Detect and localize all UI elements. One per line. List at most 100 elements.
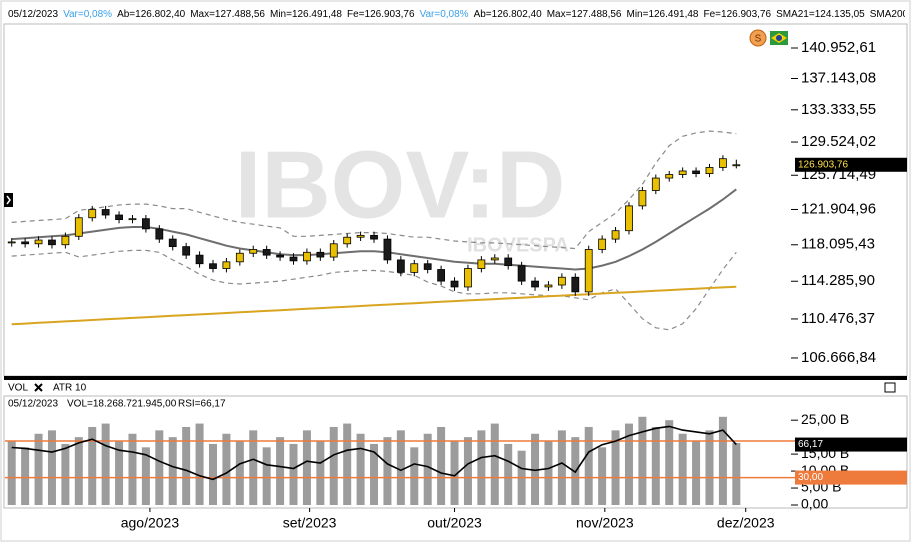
- candle-body: [128, 218, 137, 221]
- y-tick-label: 0,00: [801, 496, 828, 512]
- candle-body: [249, 249, 258, 254]
- candle-body: [544, 284, 553, 288]
- candle-body: [7, 241, 16, 244]
- volume-bar: [544, 440, 553, 505]
- volume-bar: [705, 430, 714, 505]
- candle-body: [719, 158, 727, 168]
- volume-bar: [88, 426, 97, 505]
- volume-bar: [289, 443, 298, 505]
- volume-bar: [692, 440, 701, 505]
- volume-bar: [168, 437, 177, 505]
- header: 05/12/2023 Var=0,08% Ab=126.802,40 Max=127.…: [8, 9, 905, 20]
- candle-body: [705, 167, 714, 175]
- candle-body: [48, 239, 56, 246]
- volume-bar: [21, 447, 30, 505]
- header-item: Min=126.491,48: [269, 9, 342, 20]
- tab[interactable]: ATR 10: [53, 383, 87, 394]
- volume-bar: [47, 430, 56, 505]
- last-price-box: [795, 157, 907, 172]
- candle-body: [182, 246, 191, 256]
- header-item: Var=0,08%: [419, 9, 469, 20]
- header-item: Ab=126.802,40: [117, 9, 186, 20]
- candle-body: [356, 234, 365, 238]
- candle-body: [262, 249, 271, 256]
- flag-circle: [776, 35, 782, 41]
- candle-body: [598, 238, 607, 250]
- volume-bar: [343, 423, 352, 505]
- level-label: 30,00: [798, 472, 823, 483]
- volume-bar: [195, 423, 204, 505]
- header-item: Max=127.488,56: [190, 9, 265, 20]
- candle-body: [611, 230, 620, 240]
- candle-body: [396, 259, 405, 273]
- y-tick-label: 137.143,08: [801, 69, 876, 86]
- volume-bar: [316, 440, 325, 505]
- volume-bar: [490, 423, 499, 505]
- x-tick-label: out/2023: [427, 515, 482, 531]
- volume-bar: [61, 443, 70, 505]
- rsi-last-box: [795, 437, 907, 452]
- volume-info: VOL=18.268.721.945,00: [67, 399, 177, 410]
- candle-body: [115, 214, 123, 220]
- volume-bar: [302, 430, 311, 505]
- y-tick-label: 114.285,90: [801, 272, 875, 289]
- volume-bar: [651, 426, 660, 505]
- header-item: SMA21=124.135,05: [776, 9, 865, 20]
- x-tick-label: dez/2023: [717, 515, 775, 531]
- last-price-label: 126.903,76: [798, 159, 848, 170]
- volume-bar: [141, 447, 150, 505]
- volume-date: 05/12/2023: [8, 399, 58, 410]
- volume-bar: [584, 426, 593, 505]
- y-tick-label: 25,00 B: [801, 411, 849, 427]
- volume-bar: [276, 437, 285, 505]
- volume-bar: [356, 433, 365, 505]
- candle-body: [410, 263, 419, 273]
- candle-body: [477, 259, 486, 269]
- y-tick-label: 129.524,02: [801, 133, 876, 150]
- tab[interactable]: VOL: [8, 383, 28, 394]
- close-tab-icon[interactable]: [34, 383, 43, 392]
- rsi-last-label: 66,17: [798, 439, 823, 450]
- candle-body: [141, 218, 150, 230]
- side-tab[interactable]: [4, 193, 13, 207]
- maximize-icon[interactable]: [884, 382, 896, 393]
- volume-bar: [249, 430, 258, 505]
- volume-bar: [665, 420, 674, 505]
- volume-bar: [718, 416, 727, 505]
- volume-bar: [7, 440, 16, 505]
- volume-bar: [370, 443, 379, 505]
- volume-bar: [235, 440, 244, 505]
- candle-body: [209, 263, 217, 269]
- candle-body: [21, 241, 30, 245]
- candle-body: [101, 209, 110, 216]
- volume-bar: [410, 447, 419, 505]
- x-tick-label: ago/2023: [121, 515, 180, 531]
- volume-bar: [598, 447, 607, 505]
- candle-body: [692, 170, 700, 175]
- header-item: 05/12/2023: [8, 9, 59, 20]
- currency-icon-text: S: [755, 34, 762, 45]
- x-tick-label: set/2023: [283, 515, 337, 531]
- candle-body: [289, 256, 298, 262]
- volume-bar: [34, 433, 43, 505]
- candle-body: [88, 209, 97, 219]
- candle-body: [383, 238, 392, 261]
- volume-bar: [396, 430, 405, 505]
- candle-body: [222, 261, 231, 269]
- currency-icon[interactable]: [749, 29, 767, 47]
- watermark-sub: IBOVESPA: [467, 234, 569, 256]
- volume-bar: [115, 440, 124, 505]
- candle-body: [155, 228, 164, 240]
- volume-bar: [463, 437, 472, 505]
- header-item: SMA200: [869, 9, 905, 20]
- candle-body: [557, 276, 566, 286]
- volume-bar: [155, 430, 164, 505]
- volume-bar: [74, 437, 83, 505]
- candle-body: [571, 276, 580, 293]
- candle-body: [303, 251, 311, 262]
- header-item: Max=127.488,56: [546, 9, 622, 20]
- candle-body: [437, 269, 446, 282]
- volume-bar: [128, 433, 137, 505]
- level-box: [795, 470, 907, 485]
